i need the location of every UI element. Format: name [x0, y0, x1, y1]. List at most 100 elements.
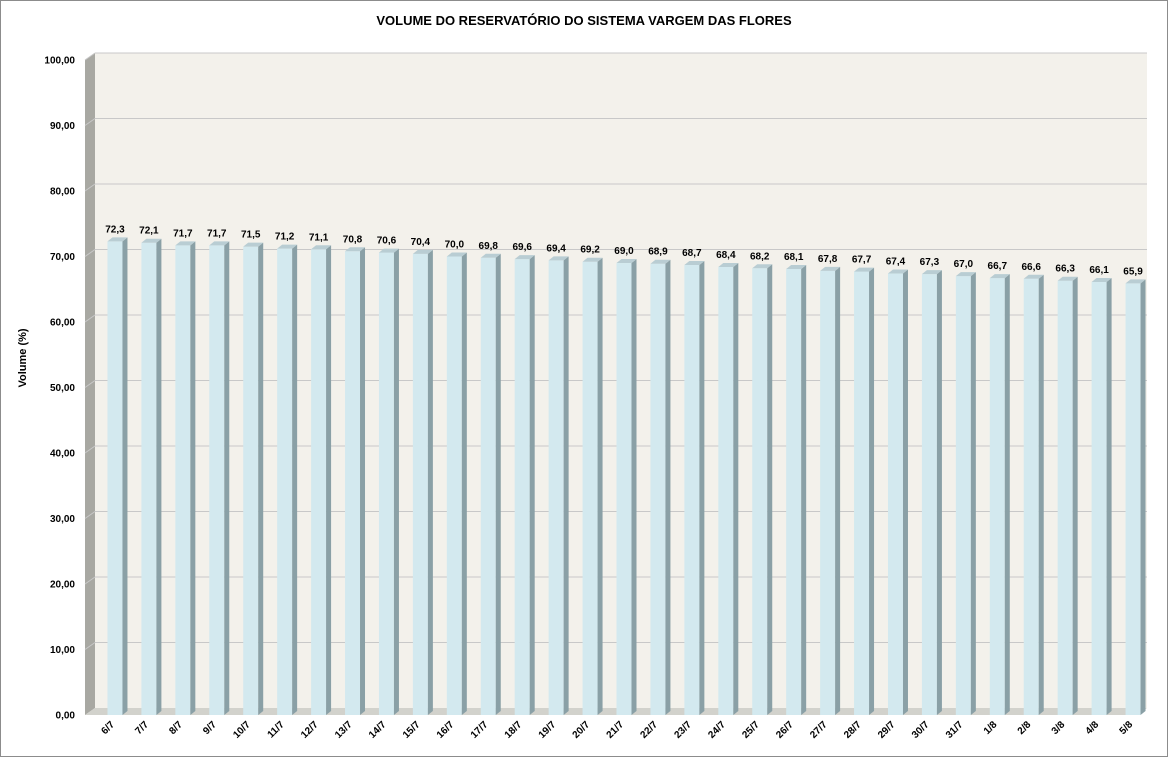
category-label: 18/7 — [503, 719, 525, 741]
bars — [107, 237, 1146, 716]
data-label: 66,1 — [1089, 265, 1109, 276]
gridline-side — [84, 314, 96, 323]
bar — [616, 259, 637, 715]
category-label: 7/7 — [133, 719, 151, 737]
bar — [854, 267, 875, 715]
bar — [107, 237, 128, 715]
bar — [582, 257, 603, 715]
bar-top — [650, 259, 671, 264]
bar — [921, 270, 942, 715]
data-label: 67,8 — [818, 254, 838, 265]
bar-front — [650, 263, 666, 715]
bar — [311, 245, 332, 716]
data-label: 67,3 — [920, 257, 940, 268]
bar-side — [529, 255, 535, 715]
y-tick-label: 80,00 — [50, 187, 75, 198]
bar-top — [887, 269, 908, 274]
bar — [446, 252, 467, 715]
y-tick-label: 20,00 — [50, 580, 75, 591]
category-label: 19/7 — [537, 719, 559, 741]
bar-front — [345, 251, 361, 715]
bar-side — [869, 267, 875, 715]
data-label: 67,0 — [954, 259, 974, 270]
bar-front — [548, 260, 564, 715]
gridline-side — [84, 511, 96, 519]
data-label: 65,9 — [1123, 266, 1143, 277]
bar — [548, 256, 569, 715]
bar-side — [563, 256, 569, 715]
category-label: 2/8 — [1016, 719, 1034, 737]
bar-top — [820, 266, 841, 271]
bar-top — [243, 242, 264, 247]
bar-side — [1072, 276, 1078, 715]
bar-side — [665, 259, 671, 715]
category-label: 9/7 — [201, 719, 219, 737]
bar-top — [921, 270, 942, 275]
bar — [141, 238, 162, 715]
data-label: 72,3 — [105, 224, 125, 235]
data-label: 69,0 — [614, 246, 634, 257]
bar-top — [1091, 278, 1112, 283]
bar-side — [733, 262, 739, 715]
category-label: 8/7 — [167, 719, 185, 737]
chart-title: VOLUME DO RESERVATÓRIO DO SISTEMA VARGEM… — [376, 13, 792, 28]
data-label: 69,8 — [479, 241, 499, 252]
bar — [412, 249, 433, 715]
bar-side — [156, 238, 162, 715]
bar — [209, 241, 230, 716]
category-label: 28/7 — [842, 719, 864, 741]
y-tick-label: 30,00 — [50, 514, 75, 525]
category-label: 21/7 — [605, 719, 627, 741]
bar-top — [277, 244, 298, 249]
gridline-side — [84, 183, 96, 192]
bar-front — [1125, 283, 1141, 715]
data-label: 68,4 — [716, 250, 736, 261]
bar-front — [514, 259, 530, 715]
bar-top — [480, 253, 501, 258]
data-label: 70,6 — [377, 236, 397, 247]
category-label: 6/7 — [99, 719, 117, 737]
y-tick-label: 100,00 — [44, 56, 75, 67]
bar-side — [597, 257, 603, 715]
bar-side — [190, 241, 196, 716]
bar-front — [1023, 278, 1039, 715]
bar-front — [446, 256, 462, 715]
bar-side — [1106, 278, 1112, 715]
data-label: 69,4 — [546, 243, 566, 254]
y-axis-title: Volume (%) — [17, 328, 29, 387]
category-label: 20/7 — [571, 719, 593, 741]
bar-front — [311, 249, 327, 716]
bar-side — [699, 261, 705, 715]
category-label: 26/7 — [774, 719, 796, 741]
data-label: 68,2 — [750, 251, 770, 262]
category-label: 4/8 — [1084, 719, 1102, 737]
bar-side — [1004, 274, 1010, 715]
bar-side — [292, 244, 298, 715]
bar-top — [514, 255, 535, 260]
data-label: 70,0 — [445, 240, 465, 251]
y-tick-label: 50,00 — [50, 383, 75, 394]
bar — [514, 255, 535, 715]
category-label: 5/8 — [1118, 719, 1136, 737]
data-label: 71,5 — [241, 230, 261, 241]
category-label: 29/7 — [876, 719, 898, 741]
data-label: 71,1 — [309, 232, 329, 243]
category-label: 17/7 — [469, 719, 491, 741]
bar-top — [412, 249, 433, 254]
bar — [955, 272, 976, 715]
bar-front — [1091, 282, 1107, 715]
y-tick-label: 60,00 — [50, 318, 75, 329]
bar-top — [955, 272, 976, 277]
bar — [752, 264, 773, 715]
data-label: 68,1 — [784, 252, 804, 263]
bar — [650, 259, 671, 715]
gridline-side — [84, 118, 96, 126]
bar-side — [122, 237, 128, 715]
bar — [1091, 278, 1112, 715]
y-tick-label: 40,00 — [50, 449, 75, 460]
bar-top — [752, 264, 773, 269]
category-label: 15/7 — [401, 719, 423, 741]
bar-front — [921, 274, 937, 715]
bar-side — [393, 248, 399, 715]
